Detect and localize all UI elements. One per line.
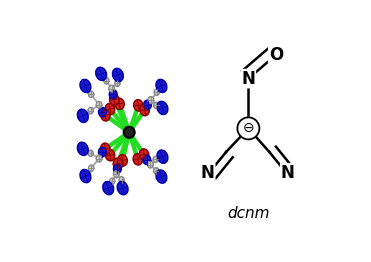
Ellipse shape	[134, 100, 143, 111]
Ellipse shape	[148, 97, 154, 103]
Ellipse shape	[156, 79, 167, 92]
Ellipse shape	[133, 154, 142, 165]
Ellipse shape	[119, 177, 124, 183]
Ellipse shape	[157, 101, 168, 114]
Ellipse shape	[143, 155, 151, 165]
Ellipse shape	[104, 78, 109, 84]
Ellipse shape	[109, 94, 119, 105]
Ellipse shape	[99, 107, 106, 117]
Ellipse shape	[115, 98, 124, 110]
Ellipse shape	[148, 161, 153, 168]
Ellipse shape	[144, 100, 151, 110]
Ellipse shape	[118, 155, 127, 166]
Ellipse shape	[113, 158, 123, 170]
Ellipse shape	[89, 165, 94, 171]
Ellipse shape	[139, 149, 149, 160]
Ellipse shape	[114, 164, 121, 173]
Ellipse shape	[153, 156, 158, 162]
Ellipse shape	[96, 155, 102, 162]
Ellipse shape	[112, 68, 123, 81]
Ellipse shape	[109, 90, 117, 99]
Ellipse shape	[105, 103, 115, 115]
Text: N: N	[281, 164, 295, 182]
Ellipse shape	[99, 147, 106, 157]
Ellipse shape	[109, 85, 115, 92]
Circle shape	[237, 117, 259, 139]
Ellipse shape	[157, 150, 168, 163]
Ellipse shape	[154, 168, 159, 174]
Ellipse shape	[114, 171, 119, 178]
Ellipse shape	[77, 109, 88, 122]
Text: ⊖: ⊖	[243, 121, 254, 135]
Ellipse shape	[80, 170, 91, 183]
Ellipse shape	[103, 182, 114, 195]
Ellipse shape	[105, 149, 115, 161]
Ellipse shape	[96, 101, 102, 108]
Ellipse shape	[89, 91, 94, 97]
Ellipse shape	[77, 142, 88, 155]
Ellipse shape	[117, 182, 128, 195]
Ellipse shape	[156, 170, 167, 183]
Ellipse shape	[115, 80, 120, 86]
Text: dcnm: dcnm	[227, 206, 270, 221]
Text: O: O	[269, 46, 283, 64]
Text: N: N	[201, 164, 215, 182]
Ellipse shape	[101, 110, 110, 121]
Ellipse shape	[109, 178, 115, 184]
Ellipse shape	[140, 104, 150, 116]
Ellipse shape	[88, 107, 93, 114]
Ellipse shape	[96, 67, 106, 80]
Ellipse shape	[124, 127, 135, 138]
Text: N: N	[242, 70, 255, 88]
Ellipse shape	[80, 79, 91, 92]
Ellipse shape	[88, 150, 93, 156]
Ellipse shape	[154, 102, 159, 108]
Ellipse shape	[154, 89, 159, 95]
Ellipse shape	[101, 143, 110, 155]
